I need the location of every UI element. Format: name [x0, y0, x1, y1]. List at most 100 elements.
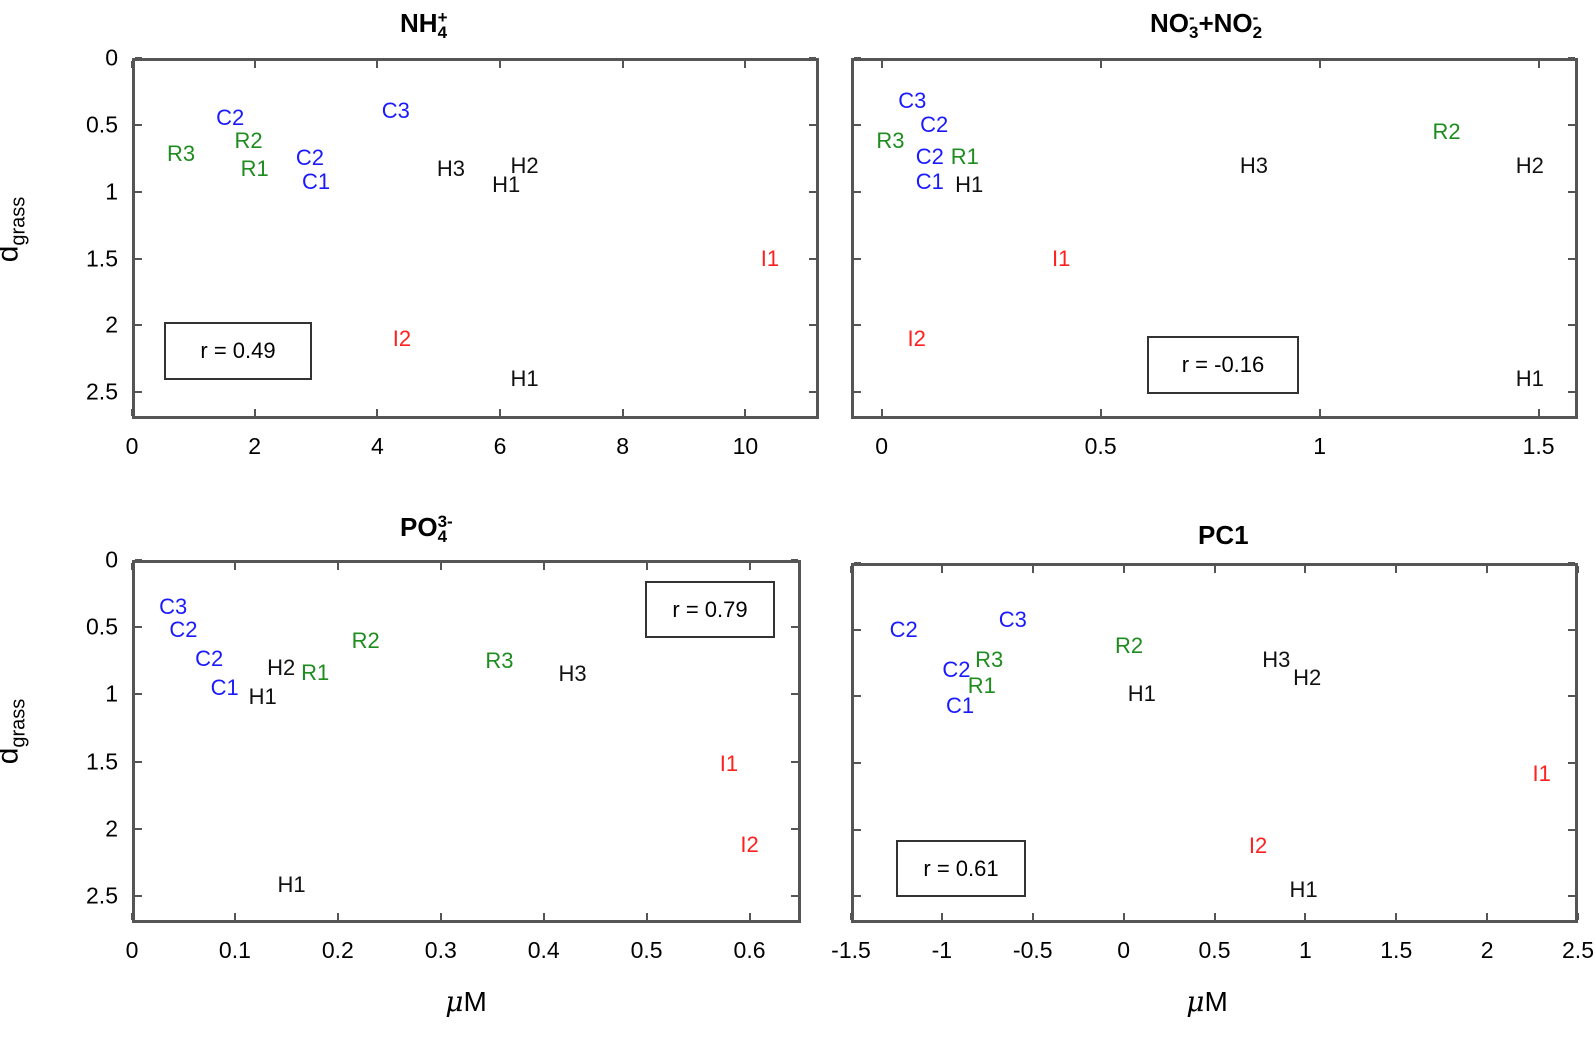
point-label-h1: H1	[277, 872, 306, 898]
x-tick-label: 0	[1117, 937, 1131, 963]
point-label-c2: C2	[889, 616, 918, 642]
point-label-c2: C2	[915, 143, 944, 169]
y-tick	[1568, 895, 1575, 898]
x-tick	[1304, 566, 1307, 573]
x-tick	[1486, 913, 1489, 920]
y-tick	[1568, 257, 1575, 260]
point-label-r3: R3	[167, 141, 196, 167]
x-tick	[336, 913, 339, 920]
y-tick	[135, 123, 142, 126]
x-tick	[645, 913, 648, 920]
y-tick	[135, 257, 142, 260]
x-tick	[1486, 566, 1489, 573]
y-tick	[135, 391, 142, 394]
x-tick	[1099, 409, 1102, 416]
x-tick	[748, 913, 751, 920]
y-tick	[809, 123, 816, 126]
x-tick	[499, 61, 502, 68]
title-script: +4	[437, 8, 448, 41]
panel-title-nh4: NH +4	[400, 8, 448, 41]
point-label-c2: C2	[295, 145, 324, 171]
point-label-c3: C3	[998, 607, 1027, 633]
point-label-r3: R3	[485, 647, 514, 673]
point-label-h2: H2	[267, 654, 296, 680]
x-tick-label: 0	[125, 433, 139, 459]
y-tick	[1568, 628, 1575, 631]
y-tick	[135, 895, 142, 898]
x-tick	[1318, 409, 1321, 416]
title-sub-b: 2	[1252, 23, 1263, 43]
x-tick-label: 0.3	[424, 937, 457, 963]
panel-title-pc1: PC1	[1198, 520, 1249, 551]
y-tick-label: 0.5	[86, 613, 118, 640]
point-label-i1: I1	[1532, 760, 1551, 786]
ylabel-sub: grass	[7, 698, 30, 748]
x-tick-label: 0	[125, 937, 139, 963]
x-tick	[233, 913, 236, 920]
y-tick	[854, 562, 861, 564]
ylabel-main: d	[0, 748, 24, 765]
x-tick	[131, 61, 133, 68]
x-tick	[131, 409, 133, 416]
y-tick	[854, 257, 861, 260]
point-label-i1: I1	[760, 245, 780, 271]
y-tick-label: 0	[105, 546, 118, 573]
point-label-h1: H1	[1289, 876, 1318, 902]
x-tick-label: -1	[931, 937, 953, 963]
x-tick-label: 0.2	[321, 937, 354, 963]
point-label-r1: R1	[967, 672, 996, 698]
y-tick-label: 1.5	[86, 245, 118, 272]
point-label-r3: R3	[876, 127, 905, 153]
title-script: 3- 4	[438, 513, 453, 545]
x-tick-label: 0	[875, 433, 889, 459]
y-tick	[809, 190, 816, 193]
x-tick	[1537, 409, 1540, 416]
y-tick	[1568, 562, 1575, 564]
x-tick	[940, 566, 943, 573]
point-label-c1: C1	[301, 169, 331, 195]
title-script-b: -2	[1252, 8, 1263, 43]
x-tick-label: 2.5	[1562, 937, 1594, 963]
point-label-c2: C2	[920, 111, 949, 137]
x-tick-label: -1.5	[831, 937, 871, 963]
point-label-c2: C2	[169, 616, 198, 642]
point-label-h2: H2	[1293, 664, 1322, 690]
y-tick	[135, 559, 142, 561]
panel-title-po4: PO 3- 4	[400, 512, 453, 545]
y-tick	[135, 827, 142, 830]
title-sup: +	[437, 8, 448, 28]
y-tick	[1568, 391, 1575, 394]
x-tick	[748, 563, 751, 570]
y-tick	[135, 324, 142, 327]
xlabel-mu: μ	[445, 985, 464, 1018]
x-axis-label-bottom-left: μM	[445, 985, 487, 1018]
y-tick	[854, 190, 861, 193]
x-tick	[880, 61, 883, 68]
title-base-b: NO	[1213, 8, 1253, 38]
point-label-c2: C2	[216, 105, 245, 131]
x-tick	[1122, 566, 1125, 573]
title-sup-a: -	[1189, 8, 1195, 28]
point-label-i2: I2	[740, 832, 759, 858]
x-tick	[131, 563, 133, 570]
x-tick-label: 1	[1313, 433, 1326, 459]
correlation-box: r = 0.49	[164, 322, 312, 380]
panel-title-no3-no2: NO -3 +NO -2	[1150, 8, 1263, 43]
point-label-r3: R3	[975, 647, 1004, 673]
point-label-i2: I2	[392, 325, 412, 351]
x-tick-label: 0.5	[1084, 433, 1117, 459]
point-label-r1: R1	[950, 143, 979, 169]
y-tick	[135, 190, 142, 193]
point-label-i1: I1	[1052, 245, 1071, 271]
y-tick	[809, 391, 816, 394]
x-tick-label: 1	[1298, 937, 1312, 963]
axes-po4	[132, 560, 801, 923]
point-label-h1: H1	[248, 684, 277, 710]
point-label-r2: R2	[234, 127, 263, 153]
x-tick-label: 8	[616, 433, 630, 459]
x-tick	[499, 409, 502, 416]
x-tick-label: 4	[370, 433, 384, 459]
y-tick	[1568, 123, 1575, 126]
x-tick	[542, 563, 545, 570]
title-sup-b: -	[1252, 8, 1259, 28]
